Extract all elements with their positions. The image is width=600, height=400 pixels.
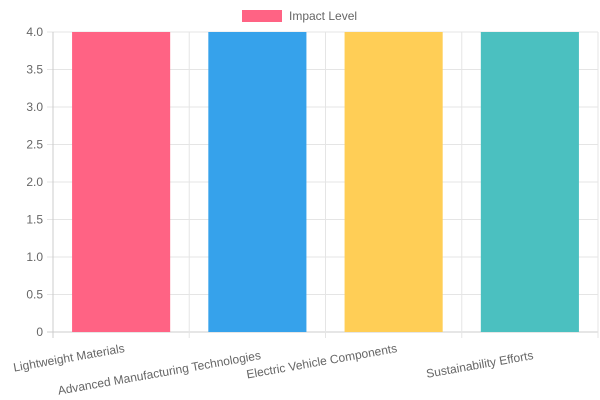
legend-swatch [242,10,282,22]
y-axis: 0 0.5 1.0 1.5 2.0 2.5 3.0 3.5 4.0 [26,25,43,339]
y-tick-label: 1.0 [26,250,43,264]
y-tick-label: 0.5 [26,288,43,302]
legend-label: Impact Level [289,9,357,23]
x-tick-label: Sustainability Efforts [425,348,534,381]
x-tick-label: Electric Vehicle Components [245,341,398,381]
bar[interactable] [344,32,443,332]
y-tick-label: 3.0 [26,100,43,114]
bars [72,32,579,332]
y-tick-label: 3.5 [26,63,43,77]
bar[interactable] [72,32,171,332]
bar[interactable] [208,32,307,332]
x-tick-label: Lightweight Materials [12,341,125,374]
y-tick-label: 2.0 [26,175,43,189]
y-tick-label: 0 [36,325,43,339]
y-tick-label: 2.5 [26,138,43,152]
bar[interactable] [480,32,579,332]
y-tick-label: 4.0 [26,25,43,39]
y-tick-label: 1.5 [26,213,43,227]
legend[interactable]: Impact Level [242,9,357,23]
